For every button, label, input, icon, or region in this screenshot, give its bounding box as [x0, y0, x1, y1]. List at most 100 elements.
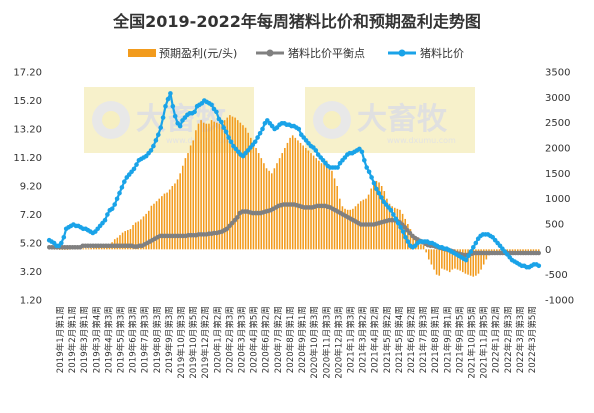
watermark-logo-inner: [102, 111, 120, 129]
data-point: [168, 91, 173, 96]
x-tick-label: 2021年6月第2周: [405, 306, 417, 373]
bar: [140, 219, 142, 250]
y-left-tick-label: 17.20: [13, 68, 42, 79]
x-tick-label: 2021年5月第2周: [381, 306, 393, 373]
x-tick-label: 2020年12月第3周: [332, 306, 344, 379]
bar: [312, 155, 315, 250]
bar: [378, 182, 380, 250]
data-point: [369, 175, 374, 180]
x-tick-label: 2019年5月第3周: [115, 306, 127, 373]
data-point: [59, 240, 64, 246]
data-point: [170, 103, 176, 109]
bar: [333, 178, 336, 250]
data-point: [112, 202, 117, 207]
bar: [171, 186, 174, 250]
data-point: [226, 135, 231, 140]
x-tick-label: 2019年10月第3周: [175, 306, 187, 379]
bar: [344, 208, 346, 250]
bar: [299, 142, 302, 250]
data-point: [395, 220, 401, 226]
bar: [291, 135, 294, 250]
x-tick-label: 2021年1月第3周: [345, 306, 357, 373]
data-point: [131, 166, 137, 172]
data-point: [400, 229, 406, 234]
data-point: [221, 125, 226, 130]
bar: [64, 249, 66, 250]
y-left-tick-label: 11.20: [13, 153, 42, 164]
bar: [412, 234, 414, 250]
bar: [223, 120, 226, 250]
bar: [307, 150, 310, 250]
bar: [221, 122, 223, 250]
x-tick-label: 2019年2月第1周: [66, 306, 78, 373]
bar: [226, 117, 229, 250]
data-point: [257, 131, 263, 136]
data-point: [313, 148, 319, 153]
bar: [176, 179, 179, 250]
bar: [260, 158, 263, 250]
bar: [98, 247, 100, 250]
y-right-tick-label: 1000: [545, 194, 570, 205]
x-tick-label: 2022年3月第3周: [514, 306, 526, 373]
data-point: [192, 109, 197, 115]
y-left-tick-label: 5.20: [20, 239, 42, 250]
y-right-tick-label: 3000: [545, 93, 570, 104]
bar: [422, 245, 425, 250]
bar: [446, 249, 448, 271]
y-right-tick-label: -500: [545, 270, 568, 281]
data-point: [335, 165, 340, 170]
bar: [427, 249, 430, 260]
data-point: [163, 103, 168, 109]
bar: [430, 249, 433, 265]
legend-bar-label: 预期盈利(元/头): [159, 47, 237, 60]
watermark-brand-text: 大畜牧: [357, 102, 448, 137]
x-tick-label: 2021年7月第3周: [417, 306, 429, 373]
chart-title: 全国2019-2022年每周猪料比价和预期盈利走势图: [112, 12, 481, 31]
bar: [441, 249, 443, 269]
y-right-tick-label: 1500: [545, 169, 570, 180]
bar: [242, 125, 244, 250]
data-point: [209, 102, 214, 108]
bar: [425, 249, 427, 253]
bar: [163, 193, 166, 250]
bar: [147, 210, 150, 250]
x-tick-label: 2021年11月第5周: [478, 306, 490, 379]
x-tick-label: 2020年4月第5周: [248, 306, 260, 373]
x-tick-label: 2020年7月第2周: [272, 306, 284, 373]
bar: [315, 158, 318, 250]
bar: [469, 249, 472, 276]
data-point: [388, 207, 394, 213]
bar: [456, 249, 459, 270]
bar: [472, 249, 475, 277]
bar: [155, 201, 158, 250]
x-tick-label: 2021年10月第5周: [466, 306, 478, 379]
bar: [341, 206, 344, 250]
bar: [399, 209, 401, 250]
bar: [357, 203, 359, 250]
bar: [482, 249, 485, 265]
bar: [255, 148, 257, 250]
data-point: [151, 143, 156, 149]
bar: [93, 247, 95, 250]
bar: [95, 247, 98, 250]
bar: [250, 137, 252, 250]
bar: [229, 115, 231, 250]
bar: [391, 206, 393, 250]
bar: [210, 120, 213, 250]
data-point: [228, 139, 234, 145]
data-point: [172, 113, 178, 119]
bar: [281, 153, 284, 250]
bar: [119, 235, 121, 250]
legend-breakeven-marker: [266, 49, 274, 57]
x-tick-label: 2021年4月第2周: [369, 306, 381, 373]
x-tick-label: 2020年1月第2周: [211, 306, 223, 373]
bar: [257, 153, 260, 250]
bar: [386, 198, 388, 250]
bar: [375, 180, 378, 250]
data-point: [122, 179, 127, 184]
data-point: [374, 186, 379, 192]
bar: [236, 120, 239, 250]
x-tick-label: 2019年4月第3周: [102, 306, 114, 373]
